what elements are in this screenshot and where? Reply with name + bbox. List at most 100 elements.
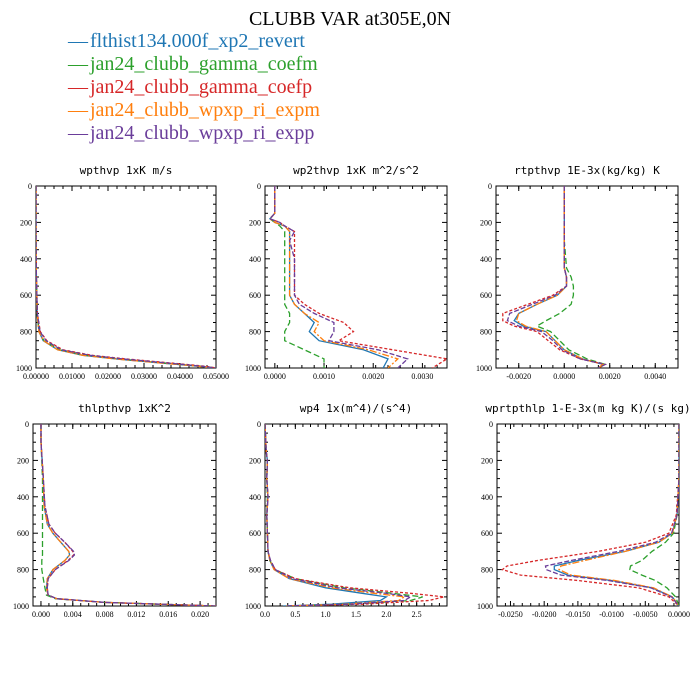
x-tick-label: 0.02000	[95, 372, 121, 381]
series-line	[515, 186, 605, 368]
legend-dash: —	[68, 30, 88, 52]
y-tick-label: 1000	[245, 364, 261, 373]
x-tick-label: 0.0010	[313, 372, 335, 381]
x-tick-label: 0.0000	[668, 610, 690, 619]
legend-item: — jan24_clubb_wpxp_ri_expm	[68, 99, 320, 122]
x-tick-label: 1.5	[351, 610, 361, 619]
series-line	[40, 424, 216, 606]
series-line	[268, 186, 325, 368]
series-line	[558, 424, 679, 606]
x-tick-label: 0.012	[127, 610, 145, 619]
series-line	[268, 186, 409, 368]
legend-label: jan24_clubb_wpxp_ri_expp	[90, 122, 315, 144]
legend-item: — flthist134.000f_xp2_revert	[68, 30, 320, 53]
x-tick-label: 0.05000	[203, 372, 229, 381]
y-tick-label: 600	[249, 529, 261, 538]
y-tick-label: 800	[249, 566, 261, 575]
plot-frame	[264, 423, 448, 607]
series-line	[506, 186, 608, 368]
y-tick-label: 400	[480, 255, 492, 264]
x-tick-label: -0.0200	[532, 610, 557, 619]
x-tick-label: 0.004	[64, 610, 82, 619]
panel-title: wpthvp 1xK m/s	[80, 164, 173, 177]
legend-label: jan24_clubb_wpxp_ri_expm	[90, 99, 320, 121]
x-tick-label: 0.0000	[553, 372, 575, 381]
x-tick-label: 0.0020	[362, 372, 384, 381]
y-tick-label: 600	[17, 529, 29, 538]
y-tick-label: 200	[249, 218, 261, 227]
y-tick-label: 0	[257, 182, 261, 191]
x-tick-label: 0.01000	[59, 372, 85, 381]
x-tick-label: 0.00000	[23, 372, 49, 381]
y-tick-label: 800	[249, 328, 261, 337]
legend-dash: —	[68, 99, 88, 121]
series-line	[36, 186, 213, 368]
x-tick-label: -0.0150	[566, 610, 591, 619]
y-tick-label: 0	[25, 420, 29, 429]
y-tick-label: 0	[489, 420, 493, 429]
series-line	[500, 424, 679, 606]
x-tick-label: 0.016	[159, 610, 177, 619]
panel-title: wp2thvp 1xK m^2/s^2	[293, 164, 419, 177]
panel-title: wprtpthlp 1-E-3x(m kg K)/(s kg)	[485, 402, 690, 415]
x-tick-label: 0.04000	[167, 372, 193, 381]
y-tick-label: 0	[488, 182, 492, 191]
y-tick-label: 800	[481, 566, 493, 575]
panel-title: rtpthvp 1E-3x(kg/kg) K	[514, 164, 660, 177]
y-tick-label: 200	[20, 218, 32, 227]
y-tick-label: 0	[257, 420, 261, 429]
plot-frame	[264, 185, 448, 369]
legend-label: jan24_clubb_gamma_coefp	[90, 76, 313, 98]
legend-dash: —	[68, 122, 88, 144]
series-line	[553, 424, 679, 606]
series-line	[36, 186, 216, 368]
series-line	[265, 424, 407, 606]
legend: — flthist134.000f_xp2_revert — jan24_clubb…	[68, 30, 320, 145]
series-line	[265, 424, 389, 606]
y-tick-label: 1000	[13, 602, 29, 611]
x-tick-label: 0.008	[96, 610, 114, 619]
y-tick-label: 1000	[16, 364, 32, 373]
x-tick-label: 2.0	[381, 610, 391, 619]
legend-item: — jan24_clubb_wpxp_ri_expp	[68, 122, 320, 145]
y-tick-label: 200	[17, 456, 29, 465]
series-line	[36, 186, 216, 368]
x-tick-label: -0.0020	[506, 372, 531, 381]
x-tick-label: -0.0250	[498, 610, 523, 619]
series-line	[40, 424, 216, 606]
series-line	[629, 424, 679, 606]
y-tick-label: 200	[480, 218, 492, 227]
legend-item: — jan24_clubb_gamma_coefp	[68, 76, 320, 99]
x-tick-label: 0.0040	[644, 372, 666, 381]
x-tick-label: -0.0050	[633, 610, 658, 619]
y-tick-label: 800	[480, 328, 492, 337]
y-tick-label: 600	[20, 291, 32, 300]
legend-item: — jan24_clubb_gamma_coefm	[68, 53, 320, 76]
legend-dash: —	[68, 53, 88, 75]
x-tick-label: 0.03000	[131, 372, 157, 381]
x-tick-label: 0.000	[32, 610, 50, 619]
series-line	[535, 186, 607, 368]
series-line	[36, 186, 213, 368]
y-tick-label: 400	[20, 255, 32, 264]
y-tick-label: 800	[17, 566, 29, 575]
panel-title: wp4 1x(m^4)/(s^4)	[300, 402, 413, 415]
series-line	[40, 424, 216, 606]
x-tick-label: 0.0	[260, 610, 270, 619]
x-tick-label: 0.020	[191, 610, 209, 619]
y-tick-label: 200	[249, 456, 261, 465]
y-tick-label: 0	[28, 182, 32, 191]
y-tick-label: 200	[481, 456, 493, 465]
y-tick-label: 600	[481, 529, 493, 538]
series-line	[544, 424, 679, 606]
x-tick-label: 0.0000	[264, 372, 286, 381]
series-line	[36, 186, 216, 368]
series-line	[268, 186, 447, 368]
panel-title: thlpthvp 1xK^2	[78, 402, 171, 415]
y-tick-label: 600	[480, 291, 492, 300]
y-tick-label: 400	[249, 493, 261, 502]
series-line	[265, 424, 413, 606]
legend-label: jan24_clubb_gamma_coefm	[90, 53, 318, 75]
series-line	[40, 424, 216, 606]
y-tick-label: 800	[20, 328, 32, 337]
